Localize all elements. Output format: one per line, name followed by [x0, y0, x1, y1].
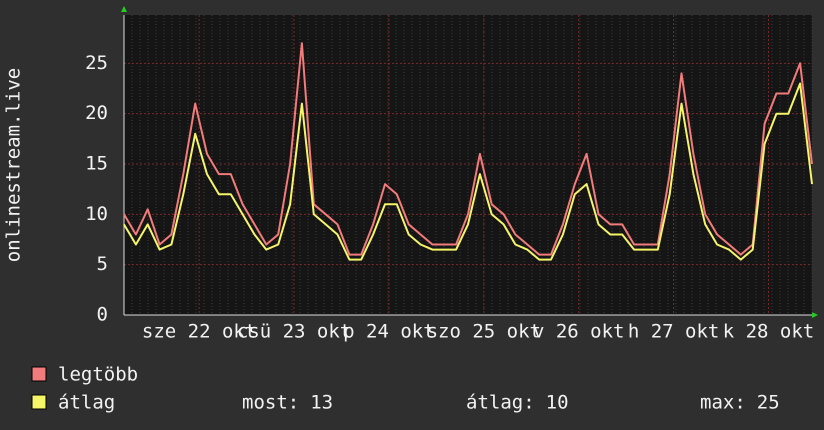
y-axis-label: onlinestream.live	[3, 68, 25, 262]
x-tick-label: k 28 okt	[723, 321, 815, 343]
x-tick-label: h 27 okt	[628, 321, 720, 343]
x-tick-label: v 26 okt	[533, 321, 625, 343]
y-tick-label: 15	[85, 152, 108, 174]
legend-swatch	[31, 366, 47, 382]
y-arrow	[121, 6, 127, 12]
stat-label: max:	[700, 392, 746, 414]
x-tick-label: p 24 okt	[343, 321, 435, 343]
y-tick-label: 0	[97, 304, 108, 326]
x-tick-label: sze 22 okt	[142, 321, 256, 343]
x-tick-label: szo 25 okt	[427, 321, 541, 343]
y-tick-label: 10	[85, 203, 108, 225]
x-arrow	[812, 312, 818, 318]
stat-value: 25	[757, 392, 780, 414]
series-line	[123, 82, 813, 261]
y-tick-label: 25	[85, 52, 108, 74]
y-tick-label: 20	[85, 102, 108, 124]
stat-value: 13	[310, 392, 333, 414]
x-tick-label: csü 23 okt	[237, 321, 351, 343]
stat-label: átlag:	[466, 392, 535, 414]
legend-swatch	[31, 394, 47, 410]
y-tick-label: 5	[97, 253, 108, 275]
legend-label: legtöbb	[58, 364, 138, 386]
stat-label: most:	[242, 392, 299, 414]
series-line	[123, 42, 813, 256]
legend-label: átlag	[58, 392, 115, 414]
stat-value: 10	[546, 392, 569, 414]
